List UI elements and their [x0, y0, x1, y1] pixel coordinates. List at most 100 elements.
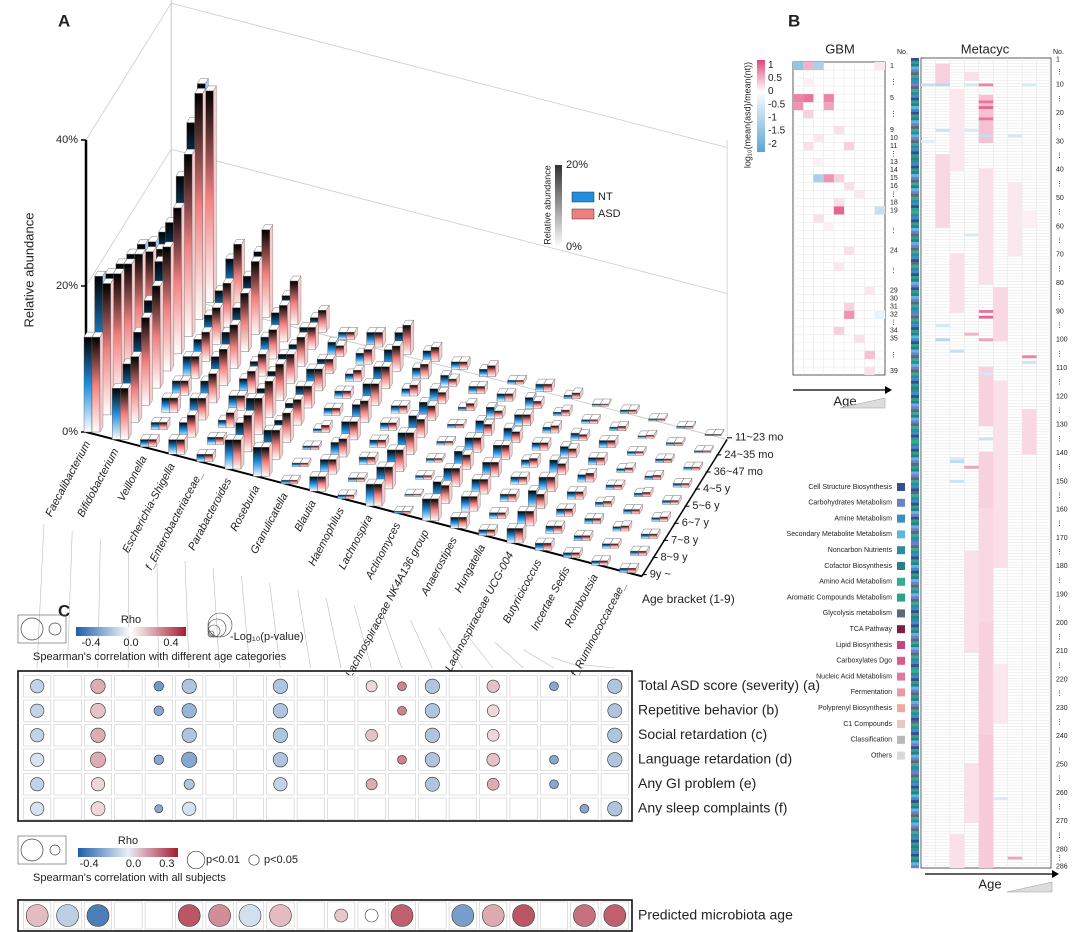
bar-side [216, 368, 220, 404]
row-label: 240 [1056, 733, 1068, 740]
bar-side [149, 312, 153, 406]
category-swatch [897, 735, 905, 744]
heatmap-cell [823, 174, 834, 183]
row-label: ⋮ [890, 151, 897, 158]
age-label: 8~9 y [660, 551, 688, 563]
category-strip [911, 817, 919, 821]
bar [369, 439, 378, 448]
row-label: 130 [1056, 422, 1068, 429]
bar [363, 349, 373, 365]
bar-side [396, 417, 400, 431]
legend-scale [555, 165, 562, 247]
bar [504, 393, 514, 402]
heatmap-cell [1007, 182, 1023, 257]
category-strip [911, 624, 919, 628]
row-label: ⋮ [1056, 379, 1063, 386]
grid-cell [539, 699, 568, 722]
bar-side [237, 319, 242, 370]
category-strip [911, 123, 919, 127]
bar [543, 383, 552, 392]
heatmap-cell [978, 310, 994, 313]
grid-cell [236, 748, 265, 771]
bar [422, 498, 431, 521]
bar-side [213, 85, 217, 304]
bar [499, 493, 509, 502]
category-strip [911, 720, 919, 724]
bar [507, 380, 516, 385]
genus-label: f_Enterobacteriaceae_ [143, 469, 206, 572]
bar [119, 388, 129, 440]
category-label: Cell Structure Biosynthesis [808, 484, 892, 491]
category-strip [911, 140, 919, 144]
correlation-circle [549, 681, 559, 692]
category-strip [911, 375, 919, 379]
grid-cell [327, 675, 356, 698]
row-label: Total ASD score (severity) (a) [638, 677, 820, 693]
bar-side [343, 340, 347, 358]
heatmap-cell [833, 174, 845, 183]
bar [324, 359, 334, 375]
bar [451, 361, 460, 370]
category-strip [911, 564, 919, 568]
rho-tick-label: -0.4 [82, 637, 101, 649]
category-strip [911, 666, 919, 670]
bar-side [632, 462, 636, 473]
heatmap-cell [978, 734, 994, 868]
grid-cell [418, 901, 447, 930]
category-strip [911, 496, 919, 501]
bar [130, 356, 140, 423]
bar [353, 370, 362, 382]
heatmap-cell [803, 62, 814, 71]
category-label: Polyprenyl Biosynthesis [818, 705, 892, 712]
bar-side [710, 445, 714, 454]
heatmap-cell [978, 106, 994, 109]
bar [451, 468, 460, 487]
category-label: Aromatic Compounds Metabolism [787, 594, 892, 601]
category-strip [911, 253, 919, 257]
category-label: Glycolysis metabolism [823, 610, 892, 617]
category-strip [911, 771, 919, 775]
bar-side [544, 488, 548, 510]
bar-side [368, 395, 372, 424]
bar [196, 454, 206, 462]
bar [204, 454, 214, 462]
bar [416, 419, 425, 438]
bar [307, 327, 316, 350]
bar-side [618, 538, 622, 549]
correlation-circle [181, 678, 197, 694]
category-strip [911, 477, 919, 481]
legend-circle [48, 622, 62, 636]
rho-tick-label: 0.0 [123, 637, 138, 649]
bar [662, 500, 671, 505]
row-label: 16 [890, 183, 898, 190]
category-strip [911, 406, 919, 410]
connector [325, 597, 342, 669]
category-strip [911, 635, 919, 639]
category-strip [911, 284, 919, 288]
category-strip [911, 148, 919, 152]
grid-cell [539, 724, 568, 747]
category-swatch [897, 704, 905, 713]
category-strip [911, 185, 919, 189]
bar-side [381, 478, 386, 507]
bar-side [509, 439, 513, 461]
category-strip [911, 562, 919, 566]
rho-scale [78, 848, 178, 857]
bar [224, 439, 234, 470]
bar [261, 229, 270, 318]
connector [466, 634, 494, 669]
bar [182, 356, 192, 379]
correlation-circle [30, 728, 45, 743]
bar-side [410, 319, 414, 355]
grid-cell [144, 773, 173, 796]
heatmap-cell [833, 206, 845, 215]
bar [296, 337, 306, 367]
age-circle [390, 904, 414, 927]
grid-cell [296, 901, 325, 930]
grid-cell [357, 797, 386, 820]
row-label: 29 [890, 288, 898, 295]
category-strip [911, 632, 919, 636]
bar [648, 418, 657, 422]
bar-side [156, 433, 160, 448]
category-strip [911, 488, 919, 492]
